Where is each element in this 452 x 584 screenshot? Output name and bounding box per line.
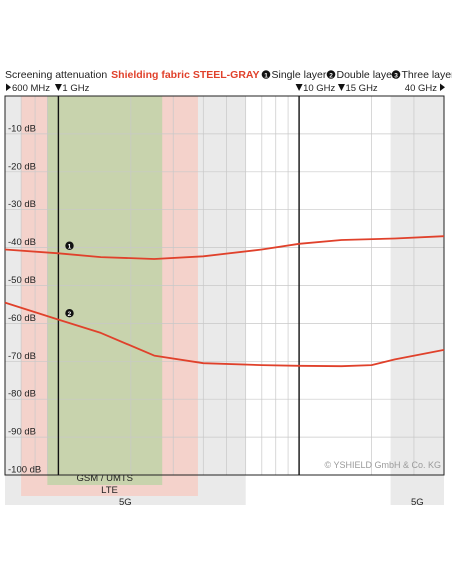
band-label: 5G [119,497,132,508]
y-tick-label: -80 dB [8,389,36,400]
series-marker-number: 1 [68,244,72,251]
y-tick-label: -60 dB [8,313,36,324]
series-line-1 [4,235,445,260]
legend-label: Three layer [402,69,452,81]
legend-marker-number: 2 [329,72,333,79]
band-gray-1 [390,96,444,505]
y-tick-label: -90 dB [8,427,36,438]
series-marker-number: 2 [68,311,72,318]
chart-title: Screening attenuation Shielding fabric ST… [5,69,260,81]
plot-area: -10 dB -20 dB -30 dB -40 dB -50 dB -60 dB -70 … [4,83,445,476]
x-marker-label: 15 GHz [345,83,377,94]
x-marker-arrow [6,83,11,91]
y-tick-label: -100 dB [8,465,41,476]
band-green-3 [47,96,163,485]
x-marker-arrow [295,84,303,91]
legend-marker-number: 3 [394,72,398,79]
y-tick-label: -40 dB [8,237,36,248]
plot-frame [4,95,445,476]
x-markers: 600 MHz 1 GHz 10 GHz 15 GHz 40 GHz [6,83,445,94]
y-tick-label: -70 dB [8,351,36,362]
series-marker-2 [65,309,74,318]
legend-marker-2 [326,70,336,79]
copyright-text: © YSHIELD GmbH & Co. KG [325,460,442,470]
title-product: Shielding fabric STEEL-GRAY [111,69,259,81]
legend-label: Single layer [272,69,327,81]
x-marker-label: 40 GHz [405,83,437,94]
y-tick-label: -20 dB [8,161,36,172]
chart-header: Screening attenuation Shielding fabric ST… [5,69,452,81]
x-marker-label: 1 GHz [62,83,89,94]
x-marker-label: 10 GHz [303,83,335,94]
x-marker-arrow [337,84,345,91]
legend-marker-1 [261,70,271,79]
x-marker-arrow [54,84,62,91]
series-line-2 [4,301,445,368]
band-label: 5G [411,497,424,508]
title-prefix: Screening attenuation [5,69,107,81]
band-label: GSM / UMTS [77,473,133,484]
x-marker-arrow [440,83,445,91]
legend-marker-number: 1 [264,72,268,79]
y-tick-label: -10 dB [8,123,36,134]
band-label: LTE [101,485,118,496]
y-tick-label: -30 dB [8,199,36,210]
legend-label: Double layer [337,69,396,81]
y-tick-label: -50 dB [8,275,36,286]
series-marker-1 [65,241,74,250]
legend-marker-3 [391,70,401,79]
x-marker-label: 600 MHz [12,83,50,94]
